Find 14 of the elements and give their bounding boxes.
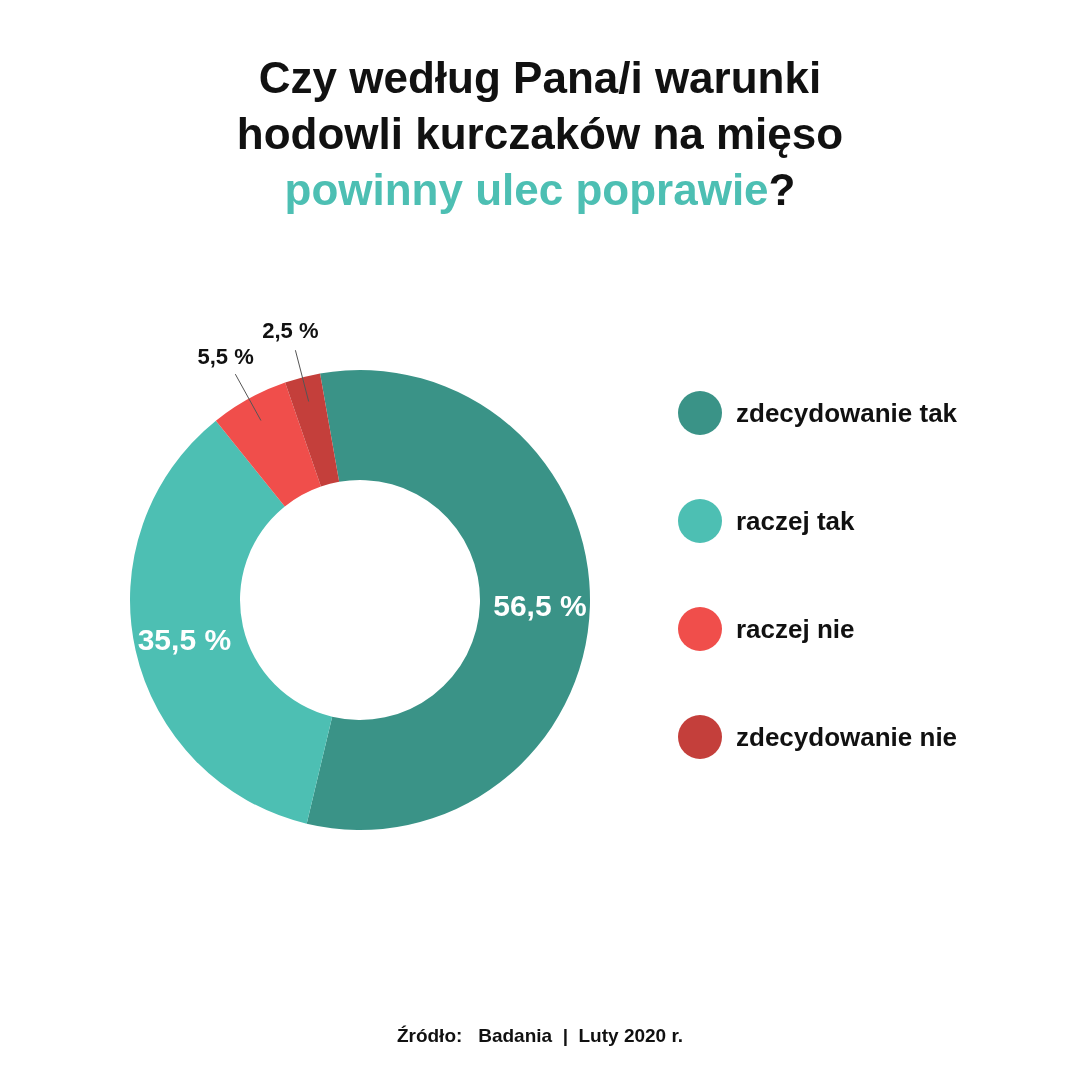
donut-slice xyxy=(130,420,333,824)
donut-slice xyxy=(306,370,590,830)
donut-slice xyxy=(215,382,321,507)
data-label: 2,5 % xyxy=(262,318,319,344)
legend-label: raczej nie xyxy=(736,613,855,645)
legend-label: raczej tak xyxy=(736,505,855,537)
data-label: 5,5 % xyxy=(197,344,254,370)
data-label: 35,5 % xyxy=(137,623,232,657)
legend-label: zdecydowanie nie xyxy=(736,721,958,753)
donut-slice xyxy=(285,373,340,487)
chart-title: Czy według Pana/i warunki hodowli kurczaków na mięso powinny ulec poprawie? xyxy=(235,52,845,216)
legend-label: zdecydowanie tak xyxy=(736,397,958,429)
data-label: 56,5 % xyxy=(493,588,587,622)
text: Źródło: Badania | Luty 2020 r. xyxy=(395,1025,685,1047)
